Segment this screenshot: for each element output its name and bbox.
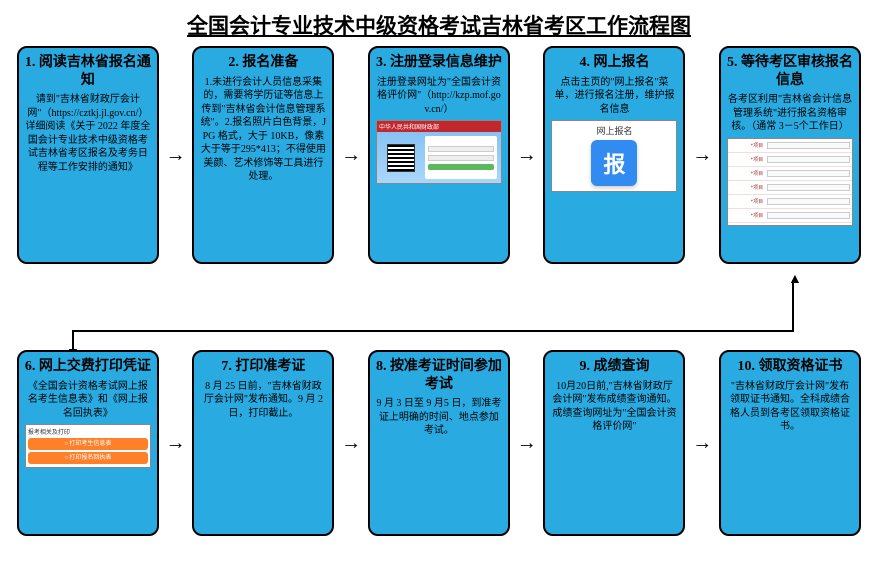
step-title: 7. 打印准考证	[221, 358, 305, 376]
flow-step: 2. 报名准备 1.未进行会计人员信息采集的，需要将学历证等信息上传到"吉林省会计…	[192, 46, 334, 264]
step-body: 点击主页的"网上报名"菜单，进行报名注册，维护报名信息	[551, 76, 677, 117]
arrow-right-icon: →	[165, 50, 187, 260]
step-title: 8. 按准考证时间参加考试	[376, 358, 502, 393]
step-body: 《全国会计资格考试网上报名考生信息表》和《网上报名回执表》	[25, 380, 151, 421]
page-title: 全国会计专业技术中级资格考试吉林省考区工作流程图	[0, 0, 878, 46]
flow-row-1: 1. 阅读吉林省报名通知请到"吉林省财政厅会计网"（https://cztkj.…	[0, 46, 878, 264]
step-title: 6. 网上交费打印凭证	[25, 358, 151, 376]
step-title: 1. 阅读吉林省报名通知	[25, 54, 151, 89]
flow-step: 6. 网上交费打印凭证《全国会计资格考试网上报名考生信息表》和《网上报名回执表》…	[17, 350, 159, 536]
arrow-right-icon: →	[691, 353, 713, 533]
login-mock: 中华人民共和国财政部	[376, 120, 502, 184]
step-title: 3. 注册登录信息维护	[376, 54, 502, 72]
flow-step: 7. 打印准考证 8 月 25 日前，"吉林省财政厅会计网"发布通知。9 月 2日…	[192, 350, 334, 536]
arrow-right-icon: →	[516, 353, 538, 533]
step-body: 各考区利用"吉林省会计信息管理系统"进行报名资格审核。（通常 3－5个工作日）	[727, 93, 853, 134]
connector-arrow-up: ▲	[788, 272, 802, 288]
flow-step: 8. 按准考证时间参加考试 9 月 3 日至 9 月5 日，到准考证上明确的时间、…	[368, 350, 510, 536]
flow-step: 10. 领取资格证书 "吉林省财政厅会计网"发布领取证书通知。全科成绩合格人员到各…	[719, 350, 861, 536]
arrow-right-icon: →	[165, 353, 187, 533]
arrow-right-icon: →	[340, 50, 362, 260]
step-body: 10月20日前,"吉林省财政厅会计网"发布成绩查询通知。成绩查询网址为"全国会计…	[551, 380, 677, 434]
arrow-right-icon: →	[516, 50, 538, 260]
step-title: 9. 成绩查询	[579, 358, 649, 376]
step-body: 请到"吉林省财政厅会计网"（https://cztkj.jl.gov.cn/）详…	[25, 93, 151, 174]
arrow-right-icon: →	[691, 50, 713, 260]
step-title: 4. 网上报名	[579, 54, 649, 72]
flow-step: 5. 等待考区审核报名信息各考区利用"吉林省会计信息管理系统"进行报名资格审核。…	[719, 46, 861, 264]
flow-step: 1. 阅读吉林省报名通知请到"吉林省财政厅会计网"（https://cztkj.…	[17, 46, 159, 264]
tile-mock: 网上报名报	[551, 120, 677, 192]
step-title: 5. 等待考区审核报名信息	[727, 54, 853, 89]
step-body: 8 月 25 日前，"吉林省财政厅会计网"发布通知。9 月 2日，打印截止。	[200, 380, 326, 421]
flow-row-2: 6. 网上交费打印凭证《全国会计资格考试网上报名考生信息表》和《网上报名回执表》…	[0, 350, 878, 536]
arrow-right-icon: →	[340, 353, 362, 533]
connector-line	[72, 280, 794, 332]
flow-step: 4. 网上报名点击主页的"网上报名"菜单，进行报名注册，维护报名信息网上报名报	[543, 46, 685, 264]
step-body: 9 月 3 日至 9 月5 日，到准考证上明确的时间、地点参加考试。	[376, 397, 502, 438]
step-title: 10. 领取资格证书	[738, 358, 843, 376]
step-title: 2. 报名准备	[228, 54, 298, 72]
flow-step: 3. 注册登录信息维护注册登录网址为"全国会计资格评价网"（http://kzp…	[368, 46, 510, 264]
step-body: "吉林省财政厅会计网"发布领取证书通知。全科成绩合格人员到各考区领取资格证书。	[727, 380, 853, 434]
form-mock: *项目*项目*项目*项目*项目*项目	[727, 138, 853, 226]
print-mock: 报考相关及打印○ 打印考生信息表○ 打印报名回执表	[25, 424, 151, 468]
flow-step: 9. 成绩查询 10月20日前,"吉林省财政厅会计网"发布成绩查询通知。成绩查询网…	[543, 350, 685, 536]
step-body: 1.未进行会计人员信息采集的，需要将学历证等信息上传到"吉林省会计信息管理系统"…	[200, 76, 326, 184]
step-body: 注册登录网址为"全国会计资格评价网"（http://kzp.mof.gov.cn…	[376, 76, 502, 117]
